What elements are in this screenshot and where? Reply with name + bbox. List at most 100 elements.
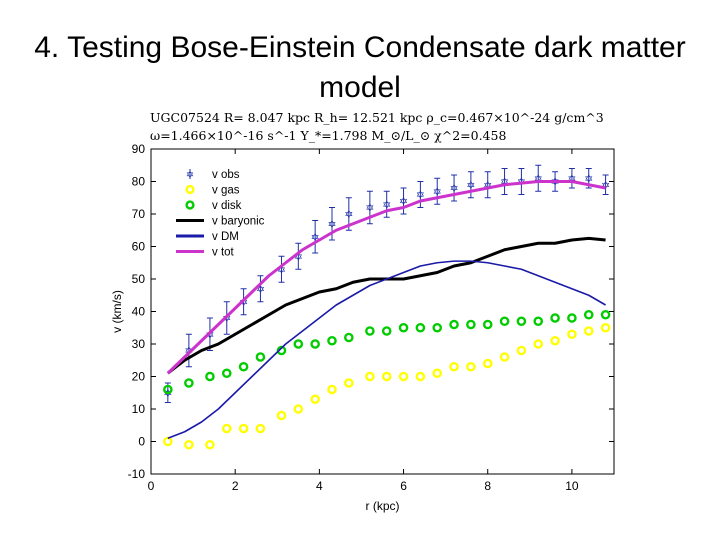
legend-label: v disk bbox=[212, 200, 242, 212]
data-point bbox=[381, 326, 392, 336]
data-point bbox=[365, 371, 375, 382]
legend-item: v tot bbox=[176, 247, 235, 259]
y-tick-label: 10 bbox=[132, 402, 146, 416]
data-point: ✡ bbox=[601, 179, 610, 192]
x-tick-label: 6 bbox=[400, 479, 407, 493]
data-point bbox=[516, 345, 527, 356]
data-point: ✡ bbox=[294, 250, 303, 263]
data-point: ✡ bbox=[365, 202, 374, 215]
data-point bbox=[327, 335, 337, 346]
legend-label: v gas bbox=[212, 185, 240, 197]
data-point bbox=[398, 322, 409, 333]
data-point bbox=[238, 361, 249, 372]
data-point bbox=[499, 316, 510, 327]
data-point bbox=[398, 371, 409, 382]
data-point: ✡ bbox=[382, 198, 391, 211]
x-tick-label: 10 bbox=[565, 479, 579, 493]
data-point bbox=[583, 309, 594, 320]
x-tick-label: 0 bbox=[148, 479, 155, 493]
slide-title: 4. Testing Bose-Einstein Condensate dark… bbox=[34, 31, 686, 104]
fit-parameters-line-2: ω=1.466×10^-16 s^-1 Υ_*=1.798 M_⊙/L_⊙ χ^… bbox=[150, 128, 507, 143]
legend-item: v gas bbox=[185, 184, 240, 197]
data-point bbox=[600, 309, 611, 320]
data-point bbox=[550, 313, 560, 323]
data-point bbox=[255, 423, 266, 434]
data-point bbox=[344, 378, 354, 388]
data-point: ✡ bbox=[399, 195, 408, 208]
data-point bbox=[163, 384, 173, 395]
data-point bbox=[293, 404, 304, 414]
y-tick-label: 40 bbox=[132, 305, 146, 319]
data-point bbox=[466, 319, 476, 330]
series-v-tot bbox=[166, 180, 606, 375]
data-point bbox=[516, 316, 527, 327]
legend-label: v DM bbox=[212, 231, 239, 243]
x-tick-label: 2 bbox=[232, 479, 239, 493]
fit-parameters-line-1: UGC07524 R= 8.047 kpc R_h= 12.521 kpc ρ_… bbox=[150, 110, 604, 125]
data-point bbox=[381, 371, 392, 382]
data-point: ✡ bbox=[466, 179, 475, 192]
data-point bbox=[567, 329, 577, 340]
y-tick-label: 60 bbox=[132, 240, 146, 254]
data-point bbox=[415, 371, 426, 382]
data-point: ✡ bbox=[205, 328, 214, 341]
data-point bbox=[221, 423, 232, 434]
data-point bbox=[255, 352, 266, 362]
data-point bbox=[533, 339, 544, 349]
data-point bbox=[600, 322, 611, 333]
data-point bbox=[432, 368, 443, 379]
data-point: ✡ bbox=[534, 172, 543, 185]
data-point bbox=[205, 439, 215, 450]
legend-label: v obs bbox=[212, 169, 240, 181]
series-line bbox=[167, 260, 606, 439]
data-point bbox=[310, 394, 320, 405]
data-point bbox=[482, 358, 493, 369]
data-point bbox=[327, 384, 337, 395]
data-point: ✡ bbox=[500, 176, 509, 189]
data-point: ✡ bbox=[222, 312, 231, 325]
data-point bbox=[238, 423, 249, 434]
y-tick-label: 50 bbox=[132, 272, 146, 286]
data-point bbox=[184, 378, 194, 388]
data-point bbox=[482, 319, 493, 330]
legend-item: v disk bbox=[185, 200, 242, 212]
data-point bbox=[293, 339, 304, 349]
series-v-obs: ✡✡✡✡✡✡✡✡✡✡✡ ✡ ✡ ✡ ✡ ✡ ✡ ✡ ✡ ✡ ✡ ✡ ✡ ✡ ✡ ✡ bbox=[163, 164, 610, 403]
data-point: ✡ bbox=[433, 185, 442, 198]
legend-swatch bbox=[185, 200, 195, 210]
data-point bbox=[449, 361, 459, 372]
data-point: ✡ bbox=[344, 208, 353, 221]
data-point bbox=[184, 439, 194, 450]
legend-item: v DM bbox=[176, 231, 239, 243]
data-point: ✡ bbox=[256, 283, 265, 296]
data-point: ✡ bbox=[449, 182, 458, 195]
data-point bbox=[583, 326, 594, 336]
y-tick-label: 20 bbox=[132, 370, 146, 384]
data-point bbox=[567, 313, 577, 323]
legend-item: ✡ v obs bbox=[186, 169, 240, 181]
data-point bbox=[365, 326, 375, 336]
y-tick-label: -10 bbox=[128, 467, 146, 481]
data-point bbox=[466, 361, 476, 372]
y-tick-label: 90 bbox=[132, 142, 146, 156]
x-tick-label: 4 bbox=[316, 479, 323, 493]
data-point: ✡ bbox=[584, 172, 593, 185]
data-point bbox=[432, 322, 443, 333]
data-point bbox=[205, 371, 215, 382]
data-point bbox=[310, 339, 320, 349]
data-point bbox=[550, 335, 560, 346]
legend-label: v baryonic bbox=[212, 216, 265, 228]
y-tick-label: 0 bbox=[138, 435, 145, 449]
legend-swatch-marker: ✡ bbox=[186, 170, 194, 181]
series-v-gas bbox=[163, 322, 611, 450]
legend-swatch bbox=[185, 184, 195, 195]
data-point: ✡ bbox=[239, 296, 248, 309]
y-tick-label: 30 bbox=[132, 337, 146, 351]
data-point: ✡ bbox=[567, 172, 576, 185]
series-line bbox=[166, 180, 606, 375]
legend-item: v baryonic bbox=[176, 216, 265, 228]
x-tick-label: 8 bbox=[484, 479, 491, 493]
x-axis-label: r (kpc) bbox=[366, 499, 400, 513]
y-tick-label: 70 bbox=[132, 207, 146, 221]
